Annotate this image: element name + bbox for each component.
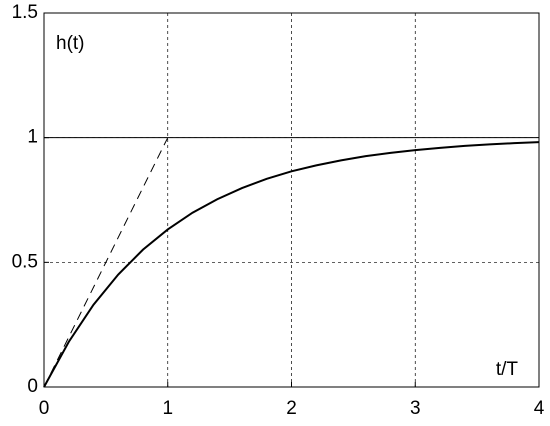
x-tick-label: 1 (162, 398, 173, 419)
y-axis-label: h(t) (56, 33, 85, 54)
y-tick-label: 1.5 (12, 2, 38, 23)
x-tick-label: 0 (39, 398, 50, 419)
x-tick-label: 4 (534, 398, 545, 419)
line (43, 141, 540, 388)
plot-frame (43, 12, 540, 388)
y-tick-label: 0 (27, 376, 38, 397)
y-tick-label: 1 (27, 127, 38, 148)
x-axis-label: t/T (496, 359, 519, 380)
line (43, 137, 169, 388)
x-tick-label: 2 (286, 398, 297, 419)
x-tick-label: 3 (410, 398, 421, 419)
y-tick-label: 0.5 (12, 251, 38, 272)
